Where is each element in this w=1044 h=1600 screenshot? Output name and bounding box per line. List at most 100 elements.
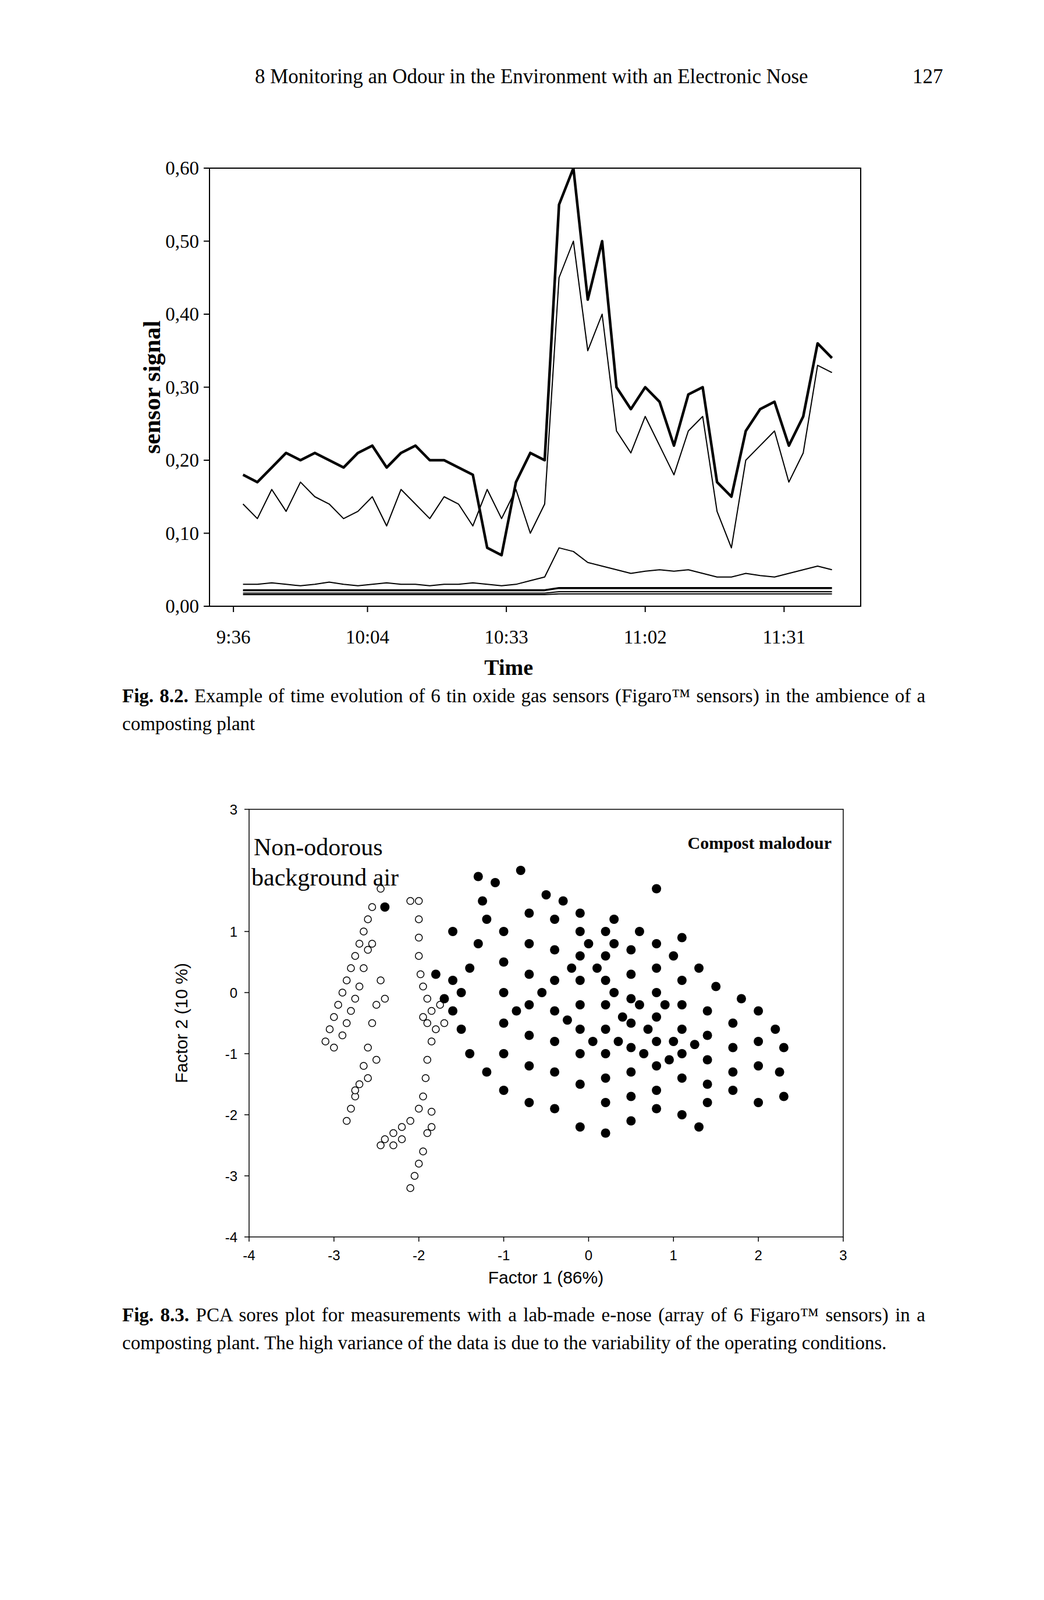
compost-point: [549, 1037, 560, 1047]
compost-point: [549, 1067, 560, 1078]
y-tick: [203, 605, 210, 607]
x-tick: [783, 606, 785, 613]
compost-point: [677, 933, 687, 943]
compost-point: [753, 1037, 763, 1047]
compost-point: [694, 1122, 704, 1132]
background-point: [377, 1142, 385, 1150]
y-tick-label: -2: [225, 1107, 238, 1124]
x-tick: [503, 1237, 505, 1242]
compost-point: [690, 1039, 700, 1050]
compost-point: [448, 975, 458, 986]
background-point: [364, 915, 372, 923]
y-tick: [203, 386, 210, 389]
page-number: 127: [912, 65, 944, 89]
compost-point: [575, 1049, 585, 1059]
sensor-line: [243, 591, 833, 594]
background-point: [419, 1013, 427, 1021]
background-point: [428, 1038, 436, 1046]
compost-point: [753, 1006, 763, 1017]
background-point: [343, 977, 351, 985]
compost-point: [601, 1128, 611, 1139]
compost-point: [626, 970, 636, 980]
compost-point: [626, 1092, 636, 1102]
compost-point: [677, 1073, 687, 1083]
compost-point: [677, 1110, 687, 1120]
x-tick: [367, 606, 369, 613]
compost-point: [618, 1012, 628, 1022]
sensor-line: [243, 548, 833, 587]
background-point: [410, 1172, 418, 1180]
x-tick-label: 2: [754, 1247, 762, 1264]
compost-point: [753, 1098, 763, 1108]
compost-point: [575, 975, 585, 986]
x-tick-label: 1: [669, 1247, 678, 1264]
background-point: [360, 964, 368, 972]
background-point: [419, 1148, 427, 1156]
compost-point: [499, 957, 509, 968]
background-point: [423, 1130, 431, 1138]
compost-point: [728, 1067, 738, 1078]
compost-point: [516, 865, 526, 876]
compost-point: [448, 927, 458, 937]
compost-point: [448, 1006, 458, 1017]
figure-caption: Fig. 8.2. Example of time evolution of 6…: [122, 682, 926, 738]
compost-point: [651, 963, 662, 974]
background-point: [373, 1056, 381, 1064]
compost-point: [537, 988, 547, 998]
background-point: [421, 1074, 429, 1082]
y-tick-label: 0: [229, 985, 238, 1001]
compost-point: [677, 1024, 687, 1035]
background-point: [415, 897, 423, 905]
background-point: [428, 1007, 436, 1015]
compost-point: [456, 988, 467, 998]
compost-point: [609, 988, 619, 998]
background-point: [368, 903, 376, 911]
compost-point: [549, 975, 560, 986]
background-point: [343, 1117, 351, 1125]
compost-point: [499, 1049, 509, 1059]
compost-point: [601, 1049, 611, 1059]
compost-point: [575, 927, 585, 937]
background-point: [415, 952, 423, 960]
annotation-line: background air: [251, 864, 399, 891]
compost-point: [499, 1085, 509, 1096]
sensor-line: [243, 241, 833, 549]
y-tick-label: 0,20: [165, 449, 200, 471]
compost-point: [601, 975, 611, 986]
compost-point: [694, 963, 704, 974]
compost-point: [431, 970, 441, 980]
compost-point: [728, 1043, 738, 1053]
compost-point: [643, 1024, 653, 1035]
compost-point: [702, 1006, 713, 1017]
background-point: [398, 1123, 406, 1131]
background-point: [419, 983, 427, 991]
y-tick: [203, 459, 210, 461]
compost-point: [702, 1055, 713, 1065]
sensor-line: [243, 594, 833, 595]
compost-point: [524, 1000, 534, 1010]
compost-point: [464, 1049, 475, 1059]
compost-point: [677, 1000, 687, 1010]
x-tick: [232, 606, 234, 613]
compost-point: [524, 1031, 534, 1041]
compost-point: [677, 1049, 687, 1059]
compost-point: [651, 1037, 662, 1047]
running-header: 8 Monitoring an Odour in the Environment…: [254, 65, 809, 89]
compost-point: [490, 878, 500, 888]
compost-point: [464, 963, 475, 974]
y-tick: [244, 992, 250, 994]
x-tick-label: 10:33: [484, 626, 529, 648]
compost-point: [575, 908, 585, 919]
compost-point: [775, 1067, 785, 1078]
background-point: [406, 1117, 414, 1125]
figure-caption: Fig. 8.3. PCA sores plot for measurement…: [122, 1301, 926, 1358]
y-axis-label: Factor 2 (10 %): [171, 963, 191, 1084]
background-point: [389, 1130, 397, 1138]
annotation: Non-odorousbackground air: [251, 833, 399, 891]
background-point: [398, 1135, 406, 1143]
caption-text: Example of time evolution of 6 tin oxide…: [122, 685, 926, 735]
series-group: [243, 168, 833, 595]
background-point: [432, 1025, 440, 1033]
compost-point: [626, 1018, 636, 1029]
y-tick-label: -4: [225, 1229, 238, 1246]
